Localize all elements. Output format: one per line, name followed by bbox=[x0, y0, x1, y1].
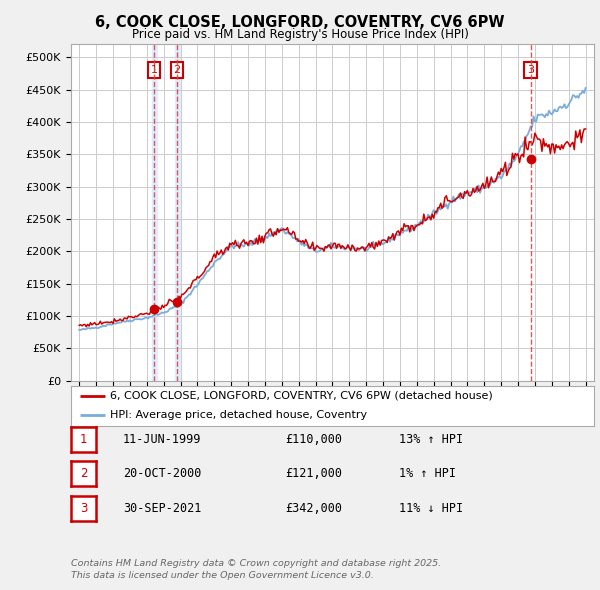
Bar bbox=[152, 44, 157, 381]
Text: 11% ↓ HPI: 11% ↓ HPI bbox=[399, 502, 463, 515]
Text: 2: 2 bbox=[80, 467, 87, 480]
Text: £121,000: £121,000 bbox=[285, 467, 342, 480]
Text: 1% ↑ HPI: 1% ↑ HPI bbox=[399, 467, 456, 480]
Text: 3: 3 bbox=[527, 65, 534, 75]
Bar bbox=[175, 44, 179, 381]
Text: 1: 1 bbox=[151, 65, 158, 75]
Text: 20-OCT-2000: 20-OCT-2000 bbox=[123, 467, 202, 480]
Text: 1: 1 bbox=[80, 433, 87, 446]
Text: 3: 3 bbox=[80, 502, 87, 515]
Text: 6, COOK CLOSE, LONGFORD, COVENTRY, CV6 6PW: 6, COOK CLOSE, LONGFORD, COVENTRY, CV6 6… bbox=[95, 15, 505, 30]
Text: 11-JUN-1999: 11-JUN-1999 bbox=[123, 433, 202, 446]
Text: £342,000: £342,000 bbox=[285, 502, 342, 515]
Text: 2: 2 bbox=[173, 65, 181, 75]
Text: 6, COOK CLOSE, LONGFORD, COVENTRY, CV6 6PW (detached house): 6, COOK CLOSE, LONGFORD, COVENTRY, CV6 6… bbox=[110, 391, 493, 401]
Text: Price paid vs. HM Land Registry's House Price Index (HPI): Price paid vs. HM Land Registry's House … bbox=[131, 28, 469, 41]
Text: 13% ↑ HPI: 13% ↑ HPI bbox=[399, 433, 463, 446]
Text: Contains HM Land Registry data © Crown copyright and database right 2025.: Contains HM Land Registry data © Crown c… bbox=[71, 559, 441, 568]
Text: £110,000: £110,000 bbox=[285, 433, 342, 446]
Text: This data is licensed under the Open Government Licence v3.0.: This data is licensed under the Open Gov… bbox=[71, 571, 374, 579]
Text: 30-SEP-2021: 30-SEP-2021 bbox=[123, 502, 202, 515]
Text: HPI: Average price, detached house, Coventry: HPI: Average price, detached house, Cove… bbox=[110, 409, 367, 419]
